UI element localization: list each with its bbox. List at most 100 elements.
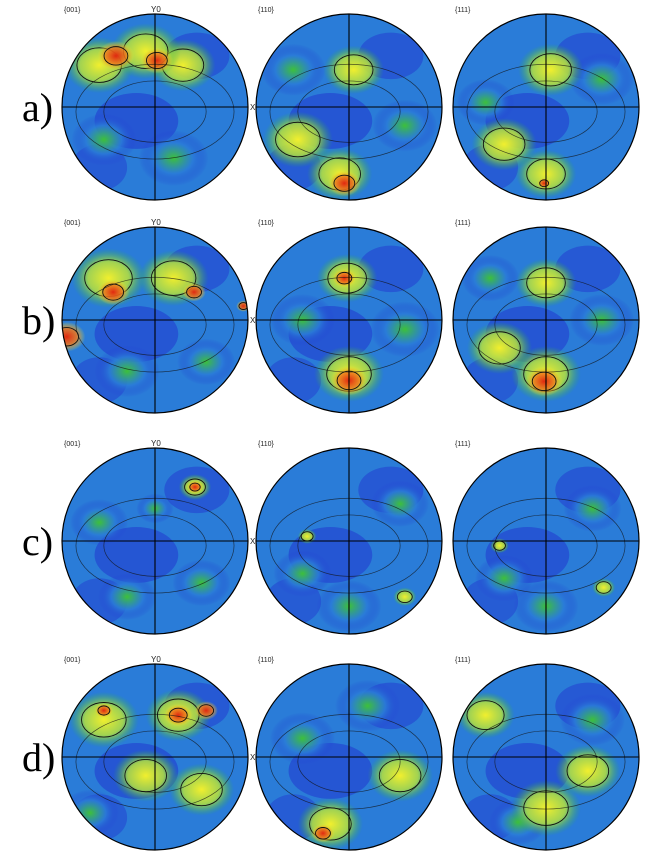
- intensity-peak: [525, 366, 563, 397]
- pole-figure: {111}: [452, 220, 640, 414]
- intensity-region: [456, 79, 515, 126]
- intensity-peak: [328, 170, 361, 197]
- contour-line: [275, 121, 321, 158]
- pole-figure-title: {110}: [258, 657, 274, 664]
- figure-row: c) {001} Y0 X0 {110} {111}: [22, 439, 640, 635]
- pole-figure: {111}: [452, 7, 640, 201]
- intensity-region: [466, 321, 533, 374]
- contour-line: [336, 271, 353, 285]
- contour-line: [396, 590, 413, 604]
- pole-figure-outline: [255, 226, 443, 414]
- pole-figure-outline: [255, 447, 443, 635]
- row-label: a): [22, 85, 53, 130]
- contour-line: [539, 179, 550, 188]
- x-axis-label: X0: [250, 537, 260, 546]
- pole-figure-title: {111}: [455, 7, 471, 14]
- contour-line: [333, 174, 356, 192]
- pole-figure: {001} Y0 X0: [61, 655, 260, 851]
- pole-figure-outline: [255, 663, 443, 851]
- pole-figure-title: {001}: [64, 657, 81, 664]
- intensity-region: [172, 559, 231, 607]
- contour-line: [198, 704, 215, 717]
- intensity-region: [563, 485, 622, 532]
- intensity-region: [371, 480, 430, 528]
- pole-figure-title: {110}: [258, 7, 274, 14]
- intensity-peak: [140, 47, 174, 74]
- intensity-peak: [186, 480, 204, 494]
- pole-figure-outline: [61, 13, 249, 201]
- x-axis-label: X0: [250, 103, 260, 112]
- intensity-region: [269, 712, 336, 765]
- intensity-region: [71, 113, 137, 166]
- intensity-region: [475, 554, 534, 602]
- intensity-peak: [537, 177, 552, 189]
- intensity-region: [260, 43, 326, 96]
- pole-figure-outline: [61, 663, 249, 851]
- intensity-region: [70, 499, 129, 546]
- pole-figure: {110}: [255, 220, 443, 414]
- intensity-peak: [194, 701, 218, 720]
- pole-figure-title: {110}: [258, 441, 274, 448]
- pole-figure-title: {111}: [455, 657, 471, 664]
- intensity-region: [98, 573, 157, 621]
- intensity-region: [461, 254, 520, 302]
- intensity-region: [555, 744, 621, 797]
- pole-figure-outline: [255, 13, 443, 201]
- pole-figure-outline: [452, 663, 640, 851]
- contour-line: [466, 700, 505, 731]
- intensity-peak: [94, 703, 114, 718]
- pole-figure-outline: [61, 447, 249, 635]
- pole-figure-title: {111}: [455, 441, 471, 448]
- contour-line: [566, 754, 610, 788]
- intensity-region: [273, 550, 332, 597]
- pole-figure: {111}: [452, 657, 640, 851]
- pole-figure-outline: [452, 226, 640, 414]
- intensity-region: [262, 111, 333, 168]
- pole-figure-title: {110}: [258, 220, 274, 227]
- intensity-peak: [96, 279, 130, 306]
- contour-line: [145, 51, 168, 70]
- contour-line: [150, 260, 197, 296]
- intensity-peak: [182, 282, 206, 302]
- figure-row: a) {001} Y0 X0 {110} {111}: [22, 5, 640, 201]
- pole-figure-title: {001}: [64, 7, 81, 14]
- contour-line: [482, 127, 526, 161]
- pole-figure-outline: [61, 226, 249, 414]
- intensity-region: [559, 693, 626, 746]
- pole-figure-title: {111}: [455, 220, 471, 227]
- intensity-region: [592, 578, 616, 597]
- row-label: b): [22, 298, 55, 343]
- contour-line: [478, 331, 521, 365]
- pole-figure: {001} Y0 X0: [61, 439, 260, 635]
- intensity-peak: [332, 268, 356, 288]
- pole-figure: {001} Y0 X0: [61, 218, 260, 414]
- intensity-region: [471, 118, 537, 171]
- intensity-region: [177, 338, 236, 386]
- pole-figure-title: {001}: [64, 220, 81, 227]
- y-axis-label: Y0: [151, 439, 161, 448]
- pole-figure-outline: [452, 13, 640, 201]
- intensity-region: [372, 99, 438, 152]
- intensity-region: [168, 763, 235, 816]
- y-axis-label: Y0: [151, 655, 161, 664]
- intensity-region: [297, 797, 363, 850]
- contour-line: [186, 285, 202, 299]
- intensity-peak: [311, 823, 335, 843]
- contour-line: [333, 54, 374, 86]
- intensity-region: [68, 691, 139, 748]
- pole-figure-title: {001}: [64, 441, 81, 448]
- intensity-region: [323, 45, 384, 94]
- contour-line: [184, 478, 206, 496]
- x-axis-label: X0: [250, 316, 260, 325]
- contour-line: [81, 702, 127, 738]
- contour-line: [103, 46, 129, 66]
- pole-figure: {111}: [452, 441, 640, 635]
- x-axis-label: X0: [250, 753, 260, 762]
- contour-line: [315, 827, 331, 840]
- contour-line: [97, 705, 111, 716]
- intensity-region: [518, 43, 584, 96]
- intensity-region: [335, 679, 401, 732]
- contour-line: [180, 772, 223, 807]
- intensity-region: [297, 528, 317, 544]
